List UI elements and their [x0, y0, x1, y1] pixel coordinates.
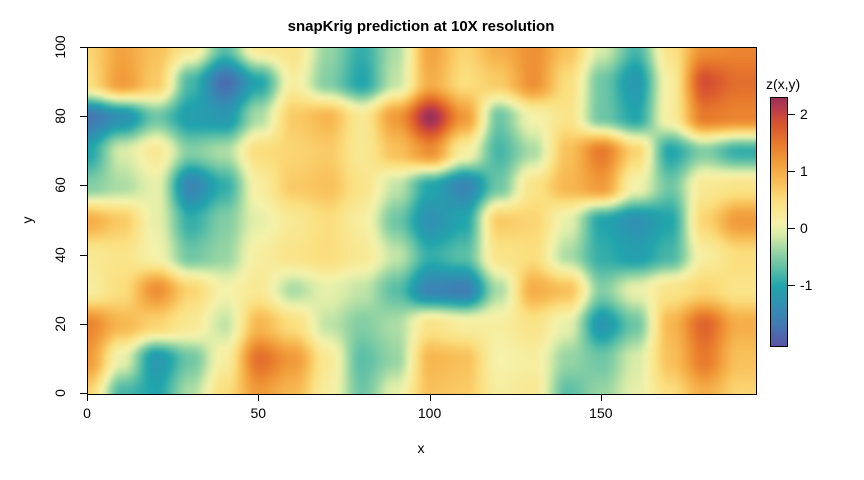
plot-area — [87, 47, 757, 395]
legend-tick-label: 1 — [800, 163, 808, 180]
y-tick-label: 80 — [52, 108, 68, 124]
x-tick-mark — [258, 394, 260, 401]
x-axis-label: x — [417, 440, 425, 456]
y-tick-label: 60 — [52, 177, 68, 194]
y-tick-mark — [80, 185, 87, 187]
y-tick-label: 100 — [52, 35, 68, 59]
legend-tick-mark — [788, 228, 795, 230]
legend-tick-label: -1 — [800, 277, 813, 294]
y-tick-mark — [80, 116, 87, 118]
legend-tick-mark — [788, 114, 795, 116]
y-tick-mark — [80, 323, 87, 325]
legend-tick-mark — [788, 285, 795, 287]
heatmap-canvas — [88, 48, 756, 394]
x-tick-label: 150 — [589, 405, 613, 421]
x-tick-mark — [429, 394, 431, 401]
x-tick-mark — [600, 394, 602, 401]
x-tick-label: 0 — [83, 405, 91, 421]
y-tick-mark — [80, 47, 87, 48]
y-tick-label: 40 — [52, 246, 68, 263]
legend-tick-label: 0 — [800, 220, 808, 237]
x-tick-mark — [87, 394, 88, 401]
legend-title: z(x,y) — [766, 76, 801, 92]
legend-tick-mark — [788, 171, 795, 173]
legend-tick-label: 2 — [800, 106, 808, 123]
plot-title: snapKrig prediction at 10X resolution — [287, 18, 555, 35]
y-tick-mark — [80, 393, 87, 394]
y-tick-mark — [80, 254, 87, 256]
legend-colorbar — [770, 97, 788, 347]
x-tick-label: 50 — [250, 405, 267, 421]
y-tick-label: 0 — [52, 389, 68, 397]
legend-colorbar-canvas — [771, 98, 787, 346]
x-tick-label: 100 — [417, 405, 442, 421]
y-axis-label: y — [19, 216, 35, 224]
y-tick-label: 20 — [52, 316, 68, 332]
